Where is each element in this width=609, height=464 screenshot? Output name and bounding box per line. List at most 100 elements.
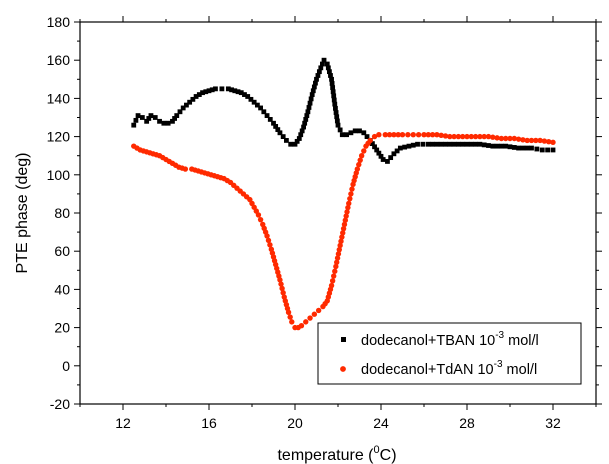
data-point-tban bbox=[481, 142, 487, 148]
data-point-tban bbox=[320, 61, 325, 67]
axis-ticks bbox=[74, 16, 602, 410]
data-point-tban bbox=[443, 141, 448, 147]
data-point-tdan bbox=[255, 212, 262, 218]
data-point-tban bbox=[330, 85, 336, 90]
x-axis-title: temperature (0C) bbox=[277, 444, 396, 464]
data-point-tban bbox=[284, 138, 289, 143]
data-point-tdan bbox=[524, 137, 530, 144]
data-point-tban bbox=[299, 128, 305, 134]
x-axis-title-tail: C) bbox=[380, 447, 397, 464]
data-point-tban bbox=[264, 113, 270, 118]
y-tick-label: 20 bbox=[54, 320, 70, 336]
data-point-tban bbox=[133, 117, 139, 123]
data-point-tban bbox=[304, 113, 310, 118]
data-point-tban bbox=[333, 110, 339, 115]
data-point-tban bbox=[348, 130, 354, 136]
data-point-tdan bbox=[451, 133, 457, 140]
data-point-tdan bbox=[333, 263, 339, 270]
tick-labels: 12 16 20 24 28 32 -20 0 20 40 60 80 100 120 140 160 180 bbox=[47, 14, 561, 431]
data-point-tban bbox=[294, 138, 300, 144]
data-point-tban bbox=[248, 96, 254, 102]
data-point-tdan bbox=[332, 268, 338, 274]
data-point-tban bbox=[364, 134, 370, 139]
data-point-tdan bbox=[345, 204, 351, 211]
data-point-tban bbox=[180, 105, 186, 111]
data-point-tdan bbox=[303, 319, 309, 325]
data-point-tban bbox=[296, 136, 302, 141]
data-point-tdan bbox=[267, 242, 273, 248]
data-point-tban bbox=[534, 146, 540, 152]
data-point-tban bbox=[245, 94, 251, 99]
data-point-tban bbox=[391, 151, 397, 157]
data-point-tban bbox=[301, 124, 306, 130]
data-point-tban bbox=[333, 105, 338, 111]
data-point-tban bbox=[184, 102, 189, 108]
data-point-tdan bbox=[336, 246, 342, 253]
data-point-tban bbox=[511, 145, 517, 150]
data-point-tban bbox=[331, 93, 337, 99]
data-point-tban bbox=[305, 109, 311, 115]
data-point-tdan bbox=[337, 242, 343, 249]
data-point-tban bbox=[490, 143, 496, 149]
data-point-tban bbox=[277, 130, 283, 136]
data-point-tban bbox=[275, 127, 281, 132]
data-point-tban bbox=[524, 145, 530, 151]
legend-label-tdan-suffix: mol/l bbox=[503, 362, 538, 378]
data-point-tban bbox=[539, 147, 545, 153]
data-point-tban bbox=[499, 143, 504, 149]
data-point-tban bbox=[174, 113, 180, 118]
data-point-tdan bbox=[391, 131, 397, 138]
data-point-tban bbox=[425, 141, 431, 147]
series-tban bbox=[131, 57, 556, 164]
data-point-tdan bbox=[356, 161, 362, 168]
data-point-tban bbox=[200, 90, 205, 96]
data-point-tban bbox=[280, 134, 286, 139]
data-point-tban bbox=[152, 115, 158, 120]
x-tick-label: 12 bbox=[115, 415, 131, 431]
y-tick-label: 100 bbox=[47, 167, 71, 183]
data-point-tdan bbox=[429, 131, 436, 138]
data-point-tban bbox=[447, 141, 453, 147]
data-point-tban bbox=[334, 114, 340, 120]
data-point-tban bbox=[261, 109, 267, 115]
y-tick-label: 120 bbox=[47, 129, 71, 145]
data-point-tban bbox=[298, 132, 304, 138]
data-point-tban bbox=[339, 132, 345, 138]
data-point-tdan bbox=[442, 133, 449, 139]
data-point-tban bbox=[310, 88, 316, 94]
data-point-tban bbox=[503, 143, 509, 149]
data-point-tban bbox=[139, 115, 145, 120]
data-point-tban bbox=[148, 113, 154, 118]
data-point-tdan bbox=[477, 133, 483, 140]
data-point-tban bbox=[529, 145, 534, 151]
legend-label-tdan-prefix: dodecanol+TdAN 10 bbox=[361, 362, 494, 378]
data-point-tban bbox=[335, 122, 341, 128]
data-point-tdan bbox=[342, 217, 349, 223]
data-point-tdan bbox=[511, 135, 517, 142]
data-point-tdan bbox=[455, 133, 462, 140]
data-point-tdan bbox=[257, 216, 264, 223]
data-point-tban bbox=[378, 153, 384, 159]
data-point-tdan bbox=[335, 251, 342, 257]
data-point-tban bbox=[507, 144, 513, 150]
data-point-tban bbox=[321, 57, 327, 63]
data-point-tdan bbox=[287, 314, 293, 320]
legend-marker-tban bbox=[341, 337, 346, 342]
data-point-tban bbox=[308, 96, 314, 102]
data-point-tdan bbox=[265, 237, 272, 244]
data-point-tban bbox=[420, 141, 426, 147]
y-tick-label: 40 bbox=[54, 281, 70, 297]
data-point-tban bbox=[327, 69, 332, 75]
y-tick-label: 60 bbox=[54, 243, 70, 259]
data-point-tdan bbox=[285, 309, 292, 316]
data-point-tban bbox=[388, 155, 394, 161]
data-point-tdan bbox=[399, 131, 406, 138]
x-tick-label: 32 bbox=[545, 415, 561, 431]
data-point-tdan bbox=[339, 234, 345, 240]
data-point-tban bbox=[329, 81, 335, 86]
data-point-tban bbox=[209, 87, 215, 93]
data-point-tdan bbox=[334, 255, 341, 261]
data-point-tdan bbox=[438, 132, 444, 139]
x-axis-title-text: temperature ( bbox=[277, 447, 374, 464]
data-point-tban bbox=[545, 147, 551, 153]
